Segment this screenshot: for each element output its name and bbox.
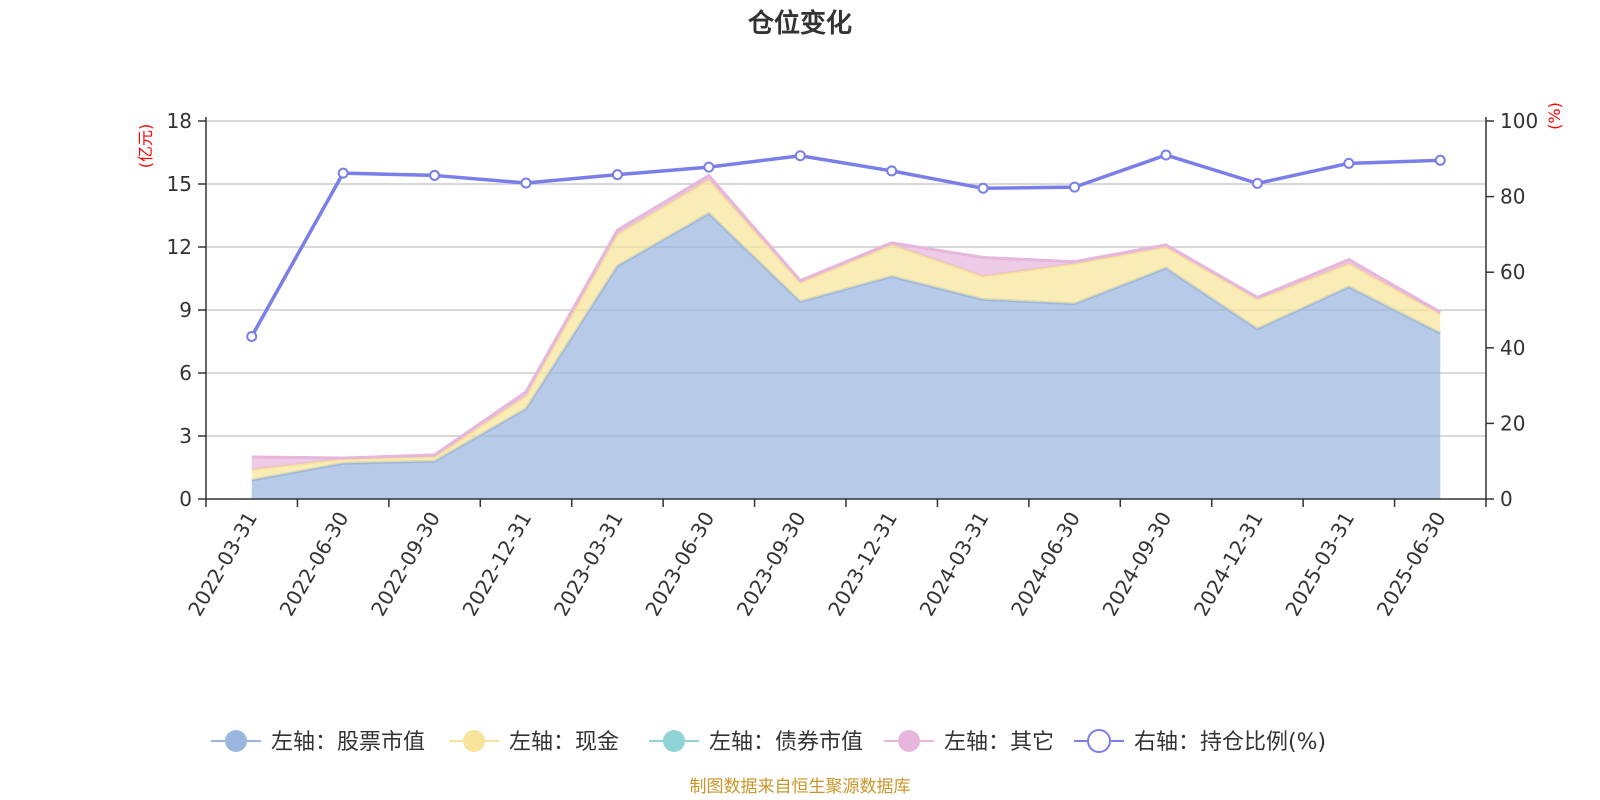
legend-label: 右轴：持仓比例(%) — [1134, 730, 1326, 755]
line-other — [251, 174, 1442, 460]
ratio-point — [977, 182, 989, 194]
ratio-point — [886, 165, 898, 177]
ratio-point — [1343, 157, 1355, 169]
legend-marker — [898, 730, 920, 752]
ratio-point — [794, 150, 806, 162]
legend-marker — [663, 730, 685, 752]
x-tick-label: 2023-09-30 — [732, 508, 811, 621]
x-tick-label: 2022-06-30 — [275, 508, 354, 621]
legend-label: 左轴：其它 — [944, 730, 1054, 755]
left-tick-label: 15 — [167, 172, 192, 196]
x-tick-label: 2024-09-30 — [1097, 508, 1176, 621]
right-tick-label: 20 — [1500, 411, 1525, 435]
ratio-line — [250, 153, 1441, 338]
x-tick-label: 2025-03-31 — [1280, 508, 1359, 621]
right-axis-unit: (%) — [1545, 102, 1564, 130]
legend-item-ratio: 右轴：持仓比例(%) — [1074, 729, 1326, 755]
right-tick-label: 80 — [1500, 185, 1525, 209]
right-tick-label: 60 — [1500, 260, 1525, 284]
x-tick-label: 2022-09-30 — [366, 508, 445, 621]
x-tick-label: 2024-06-30 — [1006, 508, 1085, 621]
legend-marker — [463, 730, 485, 752]
x-tick-label: 2022-03-31 — [183, 508, 262, 621]
ratio-point — [1160, 149, 1172, 161]
x-tick-label: 2023-06-30 — [640, 508, 719, 621]
left-axis-unit: (亿元) — [136, 124, 155, 169]
ratio-point — [703, 161, 715, 173]
ratio-point — [1069, 181, 1081, 193]
right-tick-label: 0 — [1500, 487, 1513, 511]
stacked-areas — [251, 174, 1442, 499]
ratio-line-series — [246, 149, 1446, 342]
left-tick-label: 0 — [179, 487, 192, 511]
ratio-point — [246, 330, 258, 342]
legend: 左轴：股票市值 左轴：现金 左轴：债券市值 左轴：其它 右轴：持仓比例(%) — [211, 729, 1326, 755]
legend-label: 左轴：股票市值 — [271, 730, 425, 755]
legend-label: 左轴：现金 — [509, 730, 619, 755]
x-tick-label: 2024-12-31 — [1189, 508, 1268, 621]
right-tick-label: 40 — [1500, 336, 1525, 360]
left-tick-label: 12 — [167, 235, 192, 259]
x-tick-label: 2022-12-31 — [457, 508, 536, 621]
x-tick-label: 2024-03-31 — [915, 508, 994, 621]
left-tick-label: 18 — [167, 109, 192, 133]
left-tick-label: 6 — [179, 361, 192, 385]
right-tick-label: 100 — [1500, 109, 1538, 133]
left-tick-label: 3 — [179, 424, 192, 448]
legend-item-stock: 左轴：股票市值 — [211, 730, 425, 755]
legend-label: 左轴：债券市值 — [709, 730, 863, 755]
ratio-point — [1434, 154, 1446, 166]
left-tick-label: 9 — [179, 298, 192, 322]
x-tick-label: 2023-12-31 — [823, 508, 902, 621]
ratio-point — [429, 169, 441, 181]
ratio-point — [520, 177, 532, 189]
legend-item-bond: 左轴：债券市值 — [649, 730, 863, 755]
area-stock — [251, 213, 1441, 499]
ratio-point — [337, 167, 349, 179]
area-cash — [251, 179, 1441, 481]
ratio-point — [611, 169, 623, 181]
x-tick-label: 2023-03-31 — [549, 508, 628, 621]
legend-item-other: 左轴：其它 — [884, 730, 1054, 755]
source-note: 制图数据来自恒生聚源数据库 — [690, 777, 911, 797]
x-tick-label: 2025-06-30 — [1372, 508, 1451, 621]
legend-item-cash: 左轴：现金 — [449, 730, 619, 755]
ratio-point — [1251, 177, 1263, 189]
legend-marker — [1087, 729, 1111, 753]
legend-marker — [225, 730, 247, 752]
chart-title: 仓位变化 — [747, 8, 852, 39]
